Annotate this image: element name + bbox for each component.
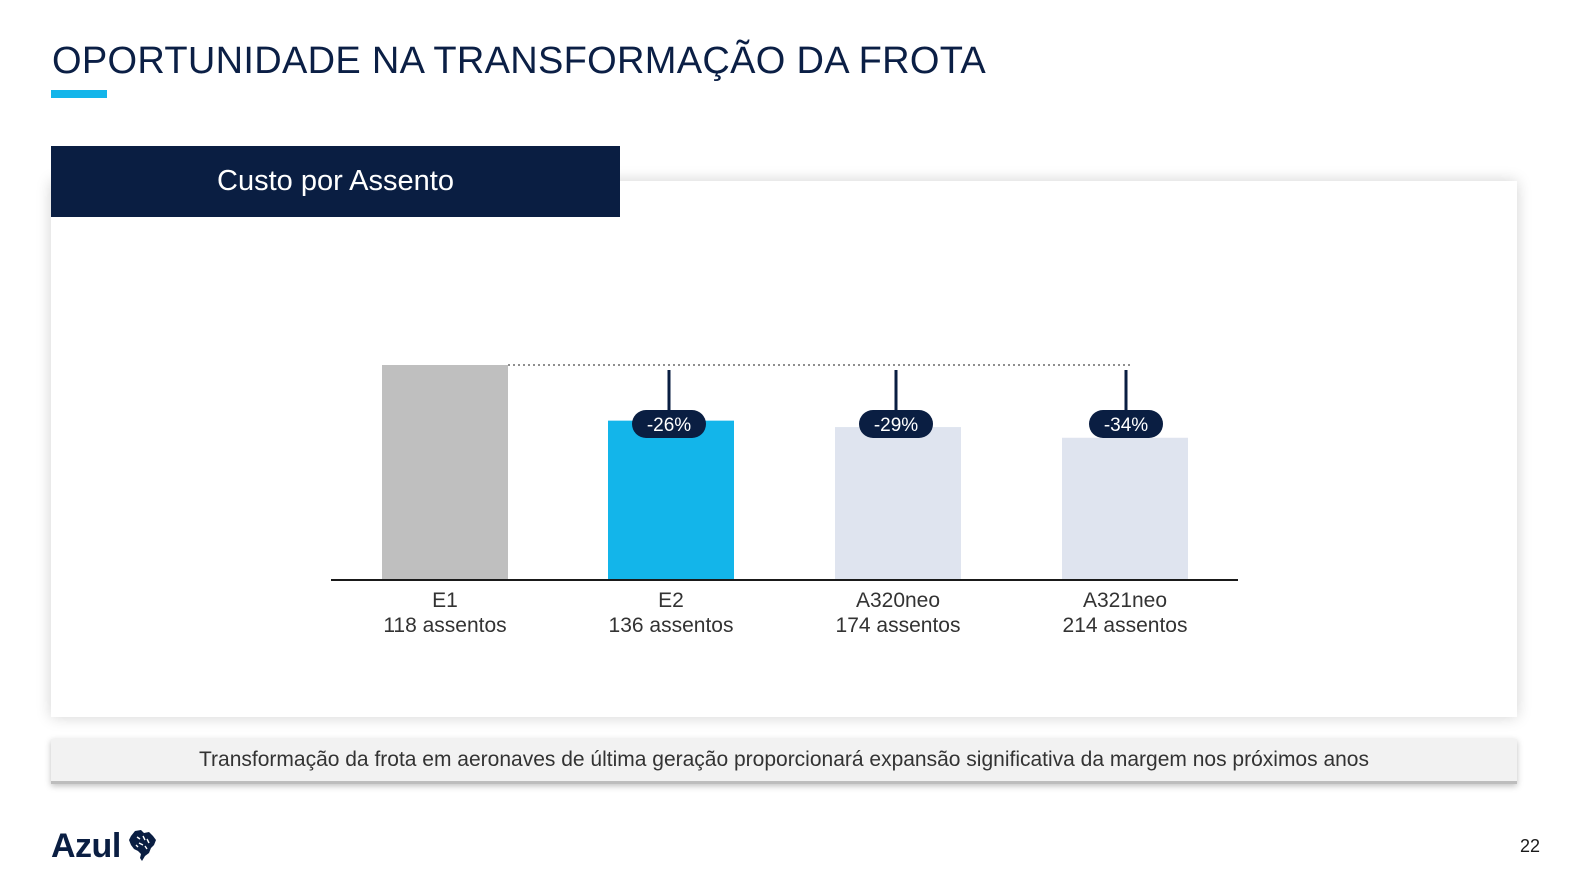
bar-a321neo xyxy=(1062,437,1188,579)
title-underline xyxy=(51,90,107,98)
reduction-badge xyxy=(859,410,933,438)
seat-count-label: 136 assentos xyxy=(609,614,734,637)
chart-header: Custo por Assento xyxy=(51,146,620,217)
seat-count-label: 174 assentos xyxy=(836,614,961,637)
reduction-badge xyxy=(1089,410,1163,438)
category-label: E1 xyxy=(432,589,458,612)
page-title: OPORTUNIDADE NA TRANSFORMAÇÃO DA FROTA xyxy=(52,40,987,82)
footer-callout-text: Transformação da frota em aeronaves de ú… xyxy=(198,748,1369,771)
reduction-label: -34% xyxy=(1104,415,1148,436)
azul-logo: Azul xyxy=(51,826,157,866)
chart-card xyxy=(51,181,1517,717)
brand-name: Azul xyxy=(51,826,121,865)
bar-e2 xyxy=(608,420,734,579)
bar-a320neo xyxy=(835,427,961,579)
reduction-badge xyxy=(632,410,706,438)
category-label: E2 xyxy=(658,589,684,612)
category-label: A320neo xyxy=(856,589,940,612)
footer-callout: Transformação da frota em aeronaves de ú… xyxy=(51,739,1517,784)
seat-count-label: 118 assentos xyxy=(383,614,506,637)
reduction-label: -29% xyxy=(874,415,918,436)
page-number: 22 xyxy=(1519,836,1540,856)
bar-e1 xyxy=(382,365,508,579)
reduction-label: -26% xyxy=(647,415,691,436)
seat-count-label: 214 assentos xyxy=(1063,614,1188,637)
chart-header-label: Custo por Assento xyxy=(217,165,454,197)
category-label: A321neo xyxy=(1083,589,1167,612)
brazil-map-icon xyxy=(128,830,156,861)
